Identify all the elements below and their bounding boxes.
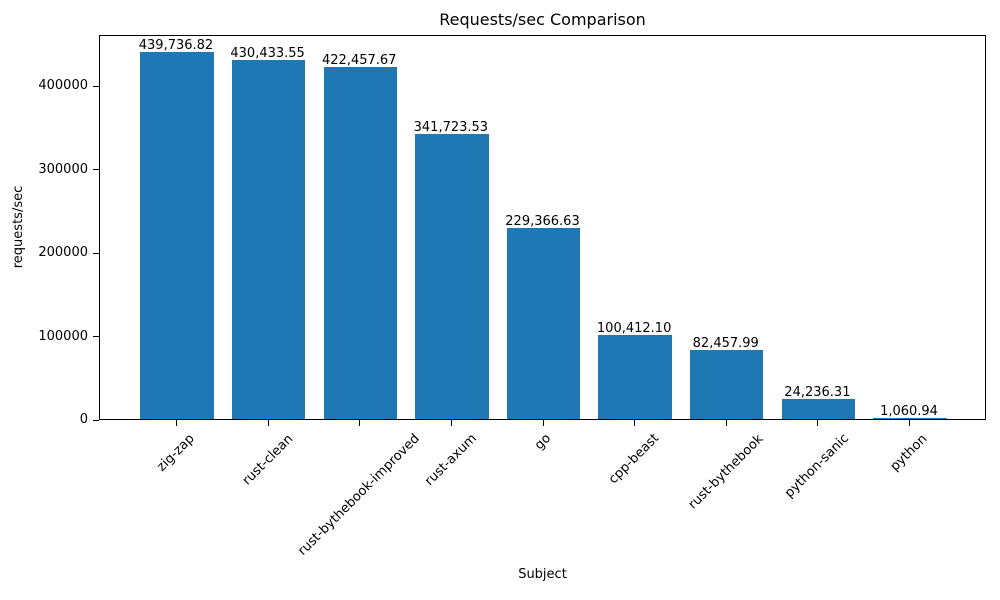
plot-area: [99, 35, 986, 420]
y-tick: [93, 169, 99, 171]
x-tick: [634, 420, 636, 426]
bar: [415, 134, 489, 419]
bar-value-label: 341,723.53: [413, 120, 489, 136]
x-tick-label: rust-bythebook: [685, 431, 767, 512]
y-tick-label: 400000: [38, 78, 88, 94]
y-tick: [93, 85, 99, 87]
x-axis-label: Subject: [518, 567, 567, 582]
x-tick-label: python: [887, 431, 931, 474]
x-tick: [817, 420, 819, 426]
bar: [690, 350, 764, 419]
bar-value-label: 100,412.10: [596, 321, 672, 337]
bar-value-label: 439,736.82: [138, 38, 214, 54]
x-tick-label: rust-bythebook-improved: [295, 431, 423, 559]
bar-value-label: 24,236.31: [784, 384, 851, 400]
bar: [506, 227, 581, 419]
x-tick: [909, 420, 911, 426]
bar-value-label: 422,457.67: [322, 52, 397, 68]
bar-value-label: 1,060.94: [880, 404, 938, 420]
y-tick-label: 100000: [38, 328, 88, 344]
bar: [598, 335, 672, 419]
y-tick-label: 300000: [38, 161, 88, 177]
x-tick-label: rust-axum: [421, 431, 480, 490]
y-tick-label: 0: [79, 412, 88, 427]
bar: [140, 52, 214, 419]
x-tick-label: rust-clean: [239, 431, 296, 488]
x-tick: [542, 420, 544, 426]
chart-title: Requests/sec Comparison: [439, 10, 646, 29]
bar: [323, 66, 397, 419]
bar-value-label: 82,457.99: [692, 336, 759, 352]
bar-value-label: 229,366.63: [505, 213, 580, 229]
bar-value-label: 430,433.55: [230, 46, 305, 62]
y-tick-label: 200000: [38, 245, 88, 261]
x-tick: [267, 420, 269, 426]
bar: [231, 60, 306, 419]
x-tick-label: cpp-beast: [606, 431, 663, 488]
bar: [873, 418, 947, 419]
y-tick: [93, 336, 99, 338]
x-tick-label: zig-zap: [154, 431, 198, 475]
x-tick-label: python-sanic: [782, 431, 853, 502]
x-tick-label: go: [531, 431, 554, 454]
y-tick: [93, 419, 99, 421]
x-tick: [175, 420, 177, 426]
x-tick: [359, 420, 361, 426]
x-tick: [725, 420, 727, 426]
y-tick: [93, 252, 99, 254]
bar: [781, 398, 856, 419]
x-tick: [450, 420, 452, 426]
